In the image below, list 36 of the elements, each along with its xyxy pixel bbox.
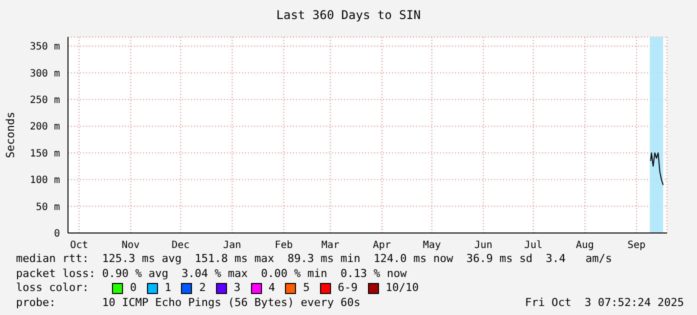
x-tick-label: Jun	[474, 240, 492, 252]
x-tick-label: May	[422, 240, 441, 252]
x-tick-label: Nov	[122, 240, 140, 252]
y-tick-label: 350 m	[30, 42, 60, 53]
y-tick-label: 100 m	[30, 175, 60, 186]
x-tick-label: Jul	[524, 240, 542, 252]
line-series	[650, 152, 664, 186]
y-tick-label: 0	[54, 228, 60, 240]
y-tick-label: 200 m	[30, 122, 60, 133]
legend-label: 6-9	[336, 281, 358, 296]
text: Fri Oct 3 07:52:24 2025	[525, 296, 684, 310]
legend-label: 1	[164, 281, 172, 296]
x-tick-label: Dec	[172, 240, 190, 252]
legend-label: 3	[232, 281, 240, 296]
legend-title: loss color:	[16, 281, 90, 296]
y-tick-label: 50 m	[36, 202, 60, 213]
legend-label: 4	[268, 281, 276, 296]
legend-label: 5	[302, 281, 310, 296]
text: packet loss: 0.90 % avg 3.04 % max 0.00 % min 0.13 % now	[16, 266, 408, 281]
text: probe: 10 ICMP Echo Pings (56 Bytes) every 60s	[16, 296, 360, 310]
y-axis-title: Seconds	[4, 112, 17, 158]
x-tick-label: Oct	[70, 240, 88, 252]
y-tick-label: 300 m	[30, 68, 60, 80]
legend-label: 10/10	[384, 281, 419, 296]
chart-title: Last 360 Days to SIN	[275, 7, 422, 24]
y-tick-label: 150 m	[30, 148, 60, 160]
x-tick-label: Aug	[576, 240, 594, 252]
y-tick-label: 250 m	[30, 95, 60, 106]
x-tick-label: Mar	[321, 240, 340, 252]
x-tick-label: Sep	[627, 240, 646, 252]
text: median rtt: 125.3 ms avg 151.8 ms max 89.3 ms min 124.0 ms now 36.9 ms sd 3.4 am/s	[16, 252, 614, 266]
x-tick-label: Apr	[372, 240, 391, 252]
x-tick-label: Feb	[274, 240, 293, 252]
x-tick-label: Jan	[223, 240, 242, 252]
legend-label: 2	[198, 281, 206, 296]
legend-label: 0	[129, 281, 137, 296]
